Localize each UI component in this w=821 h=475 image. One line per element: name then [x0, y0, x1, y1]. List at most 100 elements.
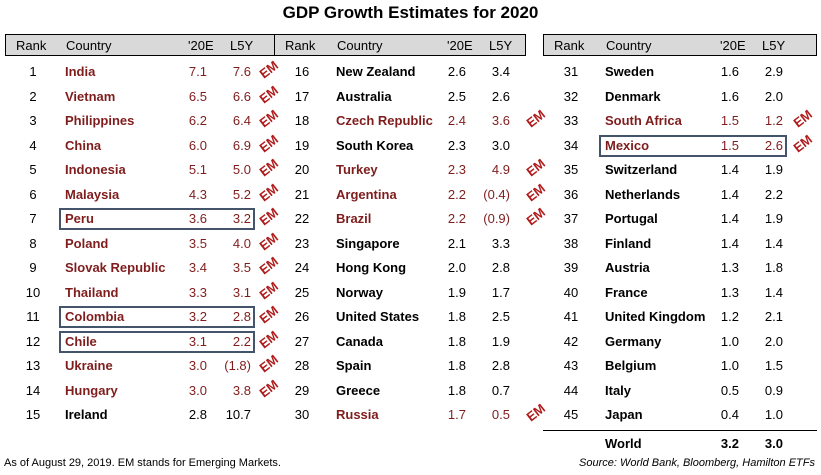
- table-row: 31 Sweden 1.6 2.9: [543, 60, 817, 84]
- rank-cell: 4: [29, 137, 37, 153]
- last-5-years-cell: 1.4: [764, 235, 783, 251]
- country-cell: Italy: [605, 382, 632, 398]
- estimate-2020-cell: 3.5: [188, 235, 207, 251]
- estimate-2020-cell: 3.4: [188, 260, 207, 275]
- rank-cell: 9: [29, 260, 37, 275]
- table-row: 19 South Korea 2.3 3.0: [274, 134, 526, 158]
- last-5-years-cell: 2.6: [764, 137, 783, 153]
- rank-cell: 45: [563, 407, 579, 422]
- rank-cell: 5: [29, 162, 37, 177]
- estimate-2020-cell: 1.0: [720, 333, 739, 349]
- header-last-5-years: L5Y: [230, 38, 254, 53]
- table-row: 24 Hong Kong 2.0 2.8: [274, 256, 526, 280]
- table-panel-3: Rank Country '20E L5Y 31 Sweden 1.6 2.9 32 Denmar…: [543, 34, 817, 451]
- table-row: 9 Slovak Republic 3.4 3.5 EM: [5, 254, 281, 280]
- table-row: 29 Greece 1.8 0.7: [274, 379, 526, 403]
- rank-cell: 24: [294, 260, 310, 275]
- last-5-years-cell: 1.4: [764, 284, 783, 300]
- highlight-box: [59, 208, 255, 230]
- world-2020-estimate: 3.2: [720, 435, 739, 451]
- last-5-years-cell: 3.6: [491, 113, 510, 128]
- last-5-years-cell: 1.9: [491, 333, 510, 349]
- em-tag: EM: [790, 106, 816, 131]
- rank-cell: 32: [563, 88, 579, 104]
- table-row: 5 Indonesia 5.1 5.0 EM: [5, 156, 281, 182]
- estimate-2020-cell: 1.3: [720, 260, 739, 275]
- rank-cell: 42: [563, 333, 579, 349]
- country-cell: Australia: [336, 88, 392, 104]
- country-cell: Finland: [605, 235, 652, 251]
- estimate-2020-cell: 2.2: [447, 211, 466, 226]
- world-divider: [543, 429, 817, 431]
- estimate-2020-cell: 0.4: [720, 407, 739, 422]
- country-cell: United States: [336, 309, 420, 324]
- table-row: 35 Switzerland 1.4 1.9: [543, 158, 817, 182]
- table-row: 22 Brazil 2.2 (0.9) EM: [274, 205, 548, 231]
- table-row: 26 United States 1.8 2.5: [274, 305, 526, 329]
- estimate-2020-cell: 2.3: [447, 137, 466, 153]
- rank-cell: 44: [563, 382, 579, 398]
- estimate-2020-cell: 1.0: [720, 358, 739, 373]
- rank-cell: 28: [294, 358, 310, 373]
- table-row: 17 Australia 2.5 2.6: [274, 85, 526, 109]
- country-cell: Japan: [605, 407, 643, 422]
- table-row: 30 Russia 1.7 0.5 EM: [274, 401, 548, 427]
- last-5-years-cell: 2.5: [491, 309, 510, 324]
- rank-cell: 19: [294, 137, 310, 153]
- last-5-years-cell: 0.7: [491, 382, 510, 398]
- country-cell: Slovak Republic: [65, 260, 166, 275]
- estimate-2020-cell: 1.3: [720, 284, 739, 300]
- country-cell: Austria: [605, 260, 650, 275]
- rank-cell: 35: [563, 162, 579, 177]
- last-5-years-cell: 7.6: [232, 64, 251, 79]
- header-country: Country: [606, 38, 652, 53]
- rank-cell: 16: [294, 64, 310, 79]
- last-5-years-cell: 3.5: [232, 260, 251, 275]
- estimate-2020-cell: 3.1: [188, 333, 207, 349]
- header-country: Country: [337, 38, 383, 53]
- country-cell: India: [65, 64, 96, 79]
- rank-cell: 36: [563, 186, 579, 202]
- header-2020-estimate: '20E: [188, 38, 214, 53]
- estimate-2020-cell: 1.8: [447, 358, 466, 373]
- estimate-2020-cell: 3.6: [188, 211, 207, 226]
- rank-cell: 7: [29, 211, 37, 226]
- country-cell: Hungary: [65, 382, 118, 398]
- last-5-years-cell: 3.2: [232, 211, 251, 226]
- rank-cell: 3: [29, 113, 37, 128]
- table-row: 34 Mexico 1.5 2.6 EM: [543, 131, 817, 158]
- rank-cell: 30: [294, 407, 310, 422]
- country-cell: New Zealand: [336, 64, 416, 79]
- rank-cell: 11: [26, 309, 40, 324]
- last-5-years-cell: 0.5: [491, 407, 510, 422]
- table-row: 2 Vietnam 6.5 6.6 EM: [5, 82, 281, 109]
- estimate-2020-cell: 2.4: [447, 113, 466, 128]
- table-row: 42 Germany 1.0 2.0: [543, 330, 817, 354]
- estimate-2020-cell: 3.0: [188, 382, 207, 398]
- footnote: As of August 29, 2019. EM stands for Eme…: [4, 457, 281, 469]
- last-5-years-cell: (0.4): [483, 186, 510, 202]
- last-5-years-cell: 6.4: [232, 113, 251, 128]
- estimate-2020-cell: 3.2: [188, 309, 207, 324]
- last-5-years-cell: 3.1: [232, 284, 251, 300]
- table-row: 21 Argentina 2.2 (0.4) EM: [274, 180, 548, 207]
- last-5-years-cell: 1.7: [491, 284, 510, 300]
- last-5-years-cell: 2.8: [491, 358, 510, 373]
- table-row: 7 Peru 3.6 3.2 EM: [5, 205, 281, 231]
- last-5-years-cell: 1.9: [764, 162, 783, 177]
- country-cell: Chile: [65, 333, 97, 349]
- estimate-2020-cell: 1.6: [720, 88, 739, 104]
- last-5-years-cell: 2.2: [764, 186, 783, 202]
- table-header: Rank Country '20E L5Y: [543, 34, 817, 56]
- country-cell: Belgium: [605, 358, 657, 373]
- last-5-years-cell: 1.5: [764, 358, 783, 373]
- estimate-2020-cell: 1.2: [720, 309, 739, 324]
- estimate-2020-cell: 0.5: [720, 382, 739, 398]
- last-5-years-cell: 1.0: [764, 407, 783, 422]
- country-cell: Vietnam: [65, 88, 116, 104]
- world-row: World 3.2 3.0: [543, 432, 817, 456]
- estimate-2020-cell: 6.2: [188, 113, 207, 128]
- estimate-2020-cell: 2.0: [447, 260, 466, 275]
- header-2020-estimate: '20E: [447, 38, 473, 53]
- rank-cell: 20: [294, 162, 310, 177]
